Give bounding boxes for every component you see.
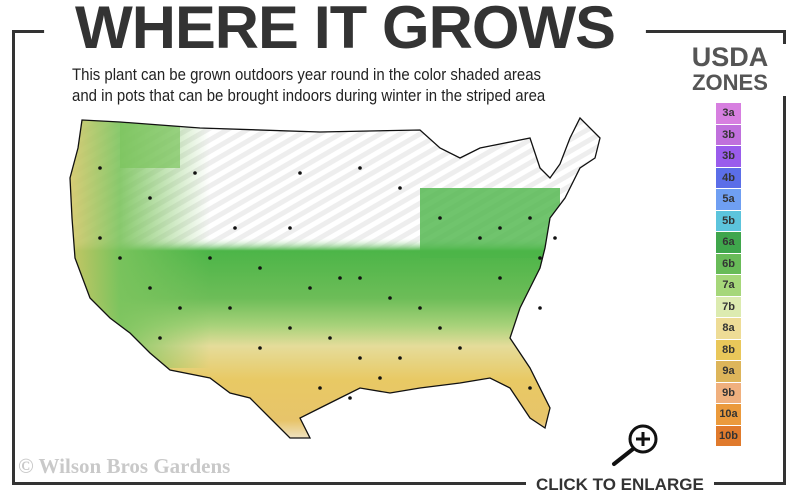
city-dot <box>538 256 542 260</box>
city-dot <box>208 256 212 260</box>
city-dot <box>348 396 352 400</box>
city-dot <box>98 166 102 170</box>
city-dot <box>498 276 502 280</box>
city-dot <box>258 346 262 350</box>
city-dot <box>228 306 232 310</box>
city-dot <box>118 256 122 260</box>
city-dot <box>553 236 557 240</box>
legend-zone-3b: 3b <box>716 124 741 146</box>
city-dot <box>148 286 152 290</box>
city-dot <box>528 216 532 220</box>
city-markers <box>98 166 557 400</box>
description-line-1: This plant can be grown outdoors year ro… <box>72 65 542 84</box>
us-hardiness-map[interactable] <box>60 108 620 448</box>
legend-zone-7b: 7b <box>716 296 741 318</box>
city-dot <box>438 326 442 330</box>
click-to-enlarge-button[interactable]: CLICK TO ENLARGE <box>526 474 714 496</box>
city-dot <box>398 186 402 190</box>
legend-zone-3b: 3b <box>716 146 741 168</box>
city-dot <box>233 226 237 230</box>
city-dot <box>388 296 392 300</box>
city-dot <box>158 336 162 340</box>
city-dot <box>358 356 362 360</box>
city-dot <box>358 276 362 280</box>
legend-zone-8a: 8a <box>716 318 741 340</box>
description-line-2: and in pots that can be brought indoors … <box>72 86 546 105</box>
city-dot <box>478 236 482 240</box>
city-dot <box>298 171 302 175</box>
city-dot <box>288 326 292 330</box>
city-dot <box>498 226 502 230</box>
legend-zone-6a: 6a <box>716 232 741 254</box>
legend-zone-3a: 3a <box>716 103 741 125</box>
city-dot <box>98 236 102 240</box>
legend-title: USDA ZONES <box>674 44 786 96</box>
legend-zone-10a: 10a <box>716 404 741 426</box>
city-dot <box>378 376 382 380</box>
city-dot <box>418 306 422 310</box>
city-dot <box>318 386 322 390</box>
legend-zone-9a: 9a <box>716 361 741 383</box>
city-dot <box>308 286 312 290</box>
legend-zone-10b: 10b <box>716 425 741 447</box>
city-dot <box>458 346 462 350</box>
legend-title-zones: ZONES <box>692 70 768 95</box>
magnifier-plus-icon[interactable] <box>606 422 666 467</box>
legend-zone-4b: 4b <box>716 167 741 189</box>
legend-zone-9b: 9b <box>716 382 741 404</box>
city-dot <box>193 171 197 175</box>
city-dot <box>358 166 362 170</box>
legend-zone-5b: 5b <box>716 210 741 232</box>
city-dot <box>178 306 182 310</box>
city-dot <box>528 386 532 390</box>
page-title: WHERE IT GROWS <box>44 0 646 58</box>
city-dot <box>338 276 342 280</box>
zone-legend: 3a 3b 3b 4b 5a 5b 6a 6b 7a 7b 8a 8b 9a 9b 10a 10b <box>716 103 741 447</box>
city-dot <box>328 336 332 340</box>
city-dot <box>538 306 542 310</box>
city-dot <box>398 356 402 360</box>
legend-zone-7a: 7a <box>716 275 741 297</box>
description: This plant can be grown outdoors year ro… <box>72 64 545 106</box>
city-dot <box>438 216 442 220</box>
legend-title-usda: USDA <box>691 42 769 72</box>
legend-zone-5a: 5a <box>716 189 741 211</box>
legend-zone-6b: 6b <box>716 253 741 275</box>
city-dot <box>258 266 262 270</box>
legend-zone-8b: 8b <box>716 339 741 361</box>
copyright-watermark: © Wilson Bros Gardens <box>18 454 231 478</box>
city-dot <box>288 226 292 230</box>
city-dot <box>148 196 152 200</box>
